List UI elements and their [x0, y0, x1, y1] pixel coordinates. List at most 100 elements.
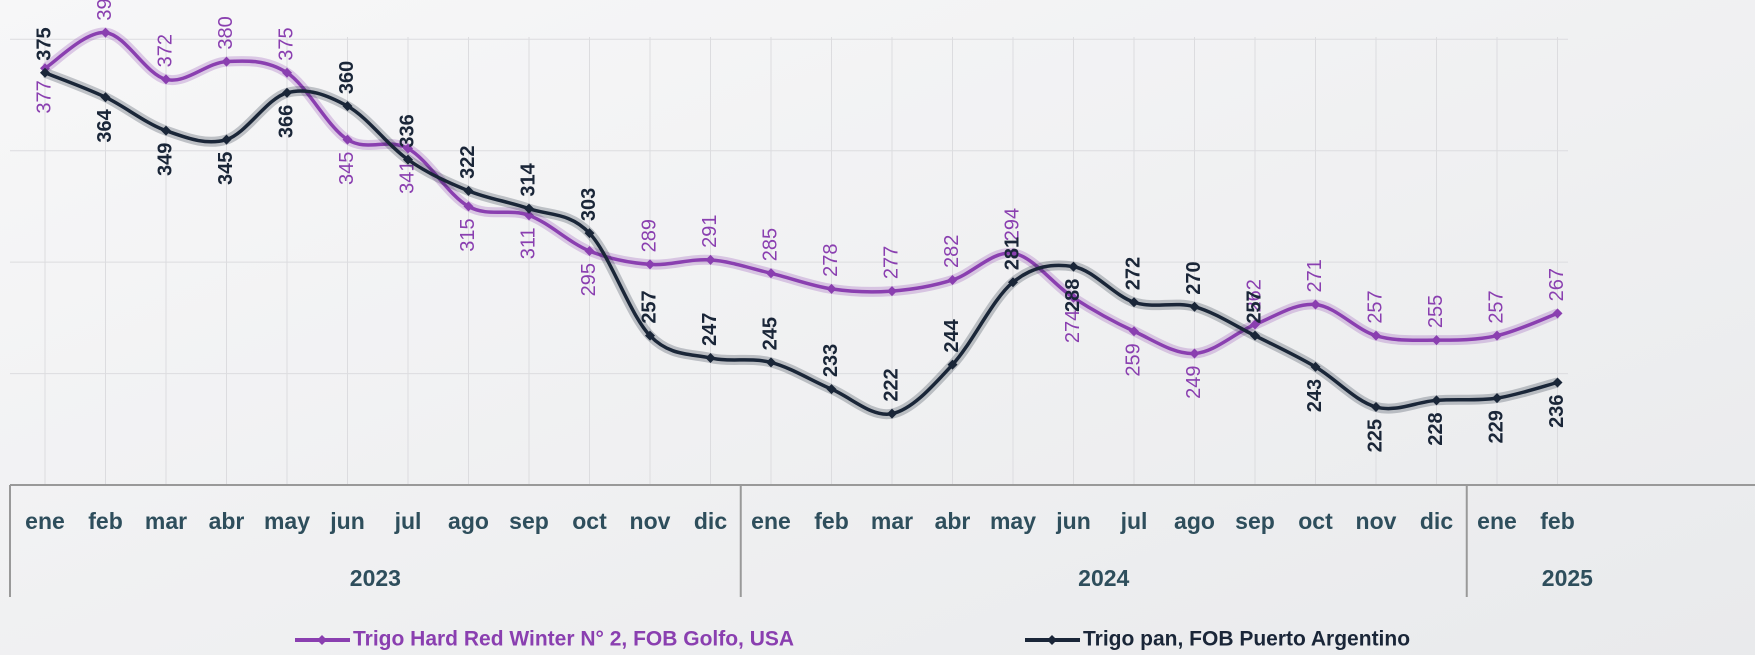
x-tick-label: ene: [1477, 508, 1517, 534]
point: [100, 92, 111, 103]
point: [1068, 261, 1079, 272]
data-label: 380: [215, 16, 237, 49]
data-label: 322: [457, 145, 479, 178]
x-tick-label: dic: [1420, 508, 1453, 534]
x-tick-label: dic: [694, 508, 727, 534]
x-tick-label: feb: [814, 508, 849, 534]
point: [1492, 330, 1502, 341]
point: [221, 134, 232, 145]
point: [1008, 248, 1018, 259]
data-label: 281: [1001, 237, 1023, 270]
point: [161, 74, 171, 85]
year-label: 2023: [350, 565, 401, 591]
data-label: 285: [759, 228, 781, 261]
x-tick-label: jun: [1055, 508, 1091, 534]
point: [645, 330, 655, 341]
point: [1371, 402, 1381, 412]
data-label: 345: [336, 152, 358, 185]
point: [342, 134, 353, 145]
data-label: 233: [820, 344, 842, 377]
point: [1552, 377, 1563, 388]
data-label: 262: [1243, 279, 1265, 312]
data-label: 295: [578, 263, 600, 296]
x-tick-label: ene: [25, 508, 65, 534]
point: [887, 286, 897, 297]
data-label: 291: [699, 215, 721, 248]
data-label: 393: [94, 0, 116, 21]
point: [40, 67, 50, 78]
data-label: 257: [638, 290, 660, 323]
data-label: 345: [215, 152, 237, 185]
point: [524, 210, 534, 221]
point: [1008, 277, 1018, 288]
point: [1250, 319, 1260, 330]
point: [161, 125, 171, 136]
point: [947, 274, 958, 285]
data-label: 360: [336, 61, 358, 94]
data-label: 222: [880, 368, 902, 401]
data-label: 375: [33, 27, 55, 60]
point: [1189, 301, 1200, 312]
data-label: 311: [517, 227, 539, 259]
x-tick-label: may: [990, 508, 1036, 534]
point: [1189, 348, 1200, 359]
data-label: 364: [94, 108, 116, 142]
data-label: 303: [578, 188, 600, 221]
data-label: 282: [941, 235, 963, 268]
legend-label: Trigo pan, FOB Puerto Argentino: [1083, 628, 1410, 651]
data-label: 244: [941, 318, 963, 352]
point: [584, 228, 595, 239]
data-label: 257: [1485, 290, 1507, 323]
data-label: 243: [1304, 379, 1326, 412]
data-label: 341: [396, 160, 418, 193]
x-tick-label: jul: [1120, 508, 1148, 534]
data-label: 315: [457, 218, 479, 251]
data-label: 366: [275, 105, 297, 138]
x-tick-label: jul: [394, 508, 422, 534]
data-label: 277: [880, 246, 902, 279]
point: [463, 185, 474, 196]
point: [1250, 330, 1260, 341]
point: [766, 357, 776, 368]
data-label: 349: [154, 143, 176, 176]
point: [1310, 361, 1321, 372]
x-tick-label: ago: [448, 508, 489, 534]
data-label: 314: [517, 162, 539, 196]
data-label: 288: [1062, 279, 1084, 312]
x-tick-label: mar: [145, 508, 187, 534]
data-label: 270: [1183, 261, 1205, 294]
point: [1068, 292, 1079, 303]
point: [1431, 335, 1442, 346]
legend-marker: [317, 635, 327, 645]
data-label: 225: [1364, 419, 1386, 452]
point: [221, 56, 232, 67]
legend-marker: [1047, 635, 1057, 645]
point: [1371, 330, 1381, 341]
data-label: 272: [1122, 257, 1144, 290]
data-label: 255: [1425, 295, 1447, 328]
x-tick-label: feb: [88, 508, 123, 534]
data-label: 259: [1122, 343, 1144, 376]
point: [826, 283, 837, 294]
x-tick-label: nov: [1356, 508, 1397, 534]
x-tick-label: oct: [1298, 508, 1333, 534]
data-label: 249: [1183, 366, 1205, 399]
x-tick-label: abr: [209, 508, 245, 534]
point: [1310, 299, 1321, 310]
data-label: 271: [1304, 259, 1326, 292]
data-label: 372: [154, 34, 176, 67]
point: [1431, 395, 1442, 406]
legend-label: Trigo Hard Red Winter N° 2, FOB Golfo, U…: [353, 628, 794, 651]
x-tick-label: sep: [1235, 508, 1275, 534]
data-label: 257: [1364, 290, 1386, 323]
data-label: 236: [1546, 394, 1568, 427]
point: [524, 203, 534, 214]
data-label: 294: [1001, 208, 1023, 241]
x-tick-label: feb: [1540, 508, 1575, 534]
data-label: 229: [1485, 410, 1507, 443]
point: [947, 359, 958, 370]
data-label: 375: [275, 27, 297, 60]
year-label: 2024: [1078, 565, 1129, 591]
data-label: 377: [33, 80, 55, 113]
